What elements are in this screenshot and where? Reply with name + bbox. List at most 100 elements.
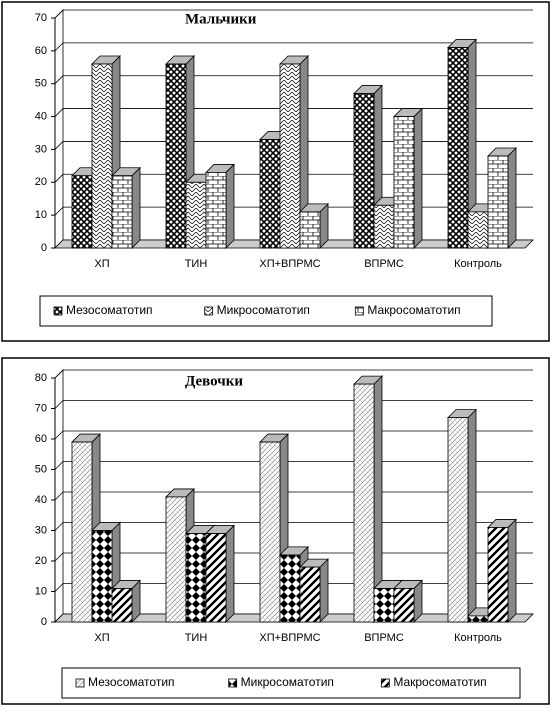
bar <box>111 588 133 623</box>
bar-side <box>413 107 423 249</box>
legend-swatch <box>380 678 390 688</box>
y-tick-label: 40 <box>35 110 47 122</box>
grid-line <box>54 491 64 501</box>
y-tick-label: 50 <box>35 463 47 475</box>
y-tick-label: 70 <box>35 402 47 414</box>
bar <box>373 204 395 249</box>
y-tick-label: 40 <box>35 494 47 506</box>
legend <box>61 667 521 699</box>
chart-frame <box>1 357 550 705</box>
bar <box>373 588 395 623</box>
x-tick-label: ХП+ВПРМС <box>259 258 320 270</box>
legend-label: Макросоматотип <box>367 303 460 317</box>
grid-line <box>54 75 64 84</box>
bar-side <box>131 166 141 249</box>
y-tick-label: 60 <box>35 45 47 57</box>
bar <box>91 63 113 249</box>
bar <box>71 175 93 249</box>
back-wall <box>54 9 64 249</box>
bar <box>91 530 113 623</box>
grid-line <box>54 206 64 216</box>
x-tick-label: ВПРМС <box>364 632 404 644</box>
bar <box>487 527 509 623</box>
x-tick-label: ХП <box>94 258 109 270</box>
y-tick-label: 0 <box>41 242 47 254</box>
legend-label: Макросоматотип <box>393 675 486 689</box>
grid-line <box>54 583 64 592</box>
grid-line <box>54 141 64 150</box>
bar-side <box>507 518 517 623</box>
bar <box>71 441 93 623</box>
chart-title: Девочки <box>185 373 243 389</box>
legend-swatch <box>228 678 238 688</box>
x-tick-label: ТИН <box>185 632 208 644</box>
bar-side <box>507 147 517 249</box>
grid-line <box>54 522 64 531</box>
y-tick-label: 30 <box>35 143 47 155</box>
bar <box>205 533 227 623</box>
legend-swatch <box>53 306 63 316</box>
y-tick-label: 70 <box>35 12 47 24</box>
bar <box>185 533 207 623</box>
legend-label: Мезосоматотип <box>88 675 175 689</box>
grid-line <box>54 369 64 379</box>
y-tick-label: 60 <box>35 433 47 445</box>
legend-label: Микросоматотип <box>241 675 334 689</box>
grid-line <box>54 9 64 19</box>
bar-side <box>225 524 235 623</box>
legend <box>39 295 493 327</box>
grid-line <box>54 174 64 183</box>
grid-line <box>54 461 64 470</box>
grid-line <box>54 400 64 409</box>
x-tick-label: ХП <box>94 632 109 644</box>
grid-line <box>54 552 64 562</box>
grid-line <box>54 108 64 117</box>
bar <box>393 588 415 623</box>
legend-swatch <box>354 306 364 316</box>
bar <box>111 175 133 249</box>
y-tick-label: 80 <box>35 372 47 384</box>
y-tick-label: 50 <box>35 78 47 90</box>
bar-side <box>225 163 235 249</box>
y-tick-label: 30 <box>35 524 47 536</box>
bar <box>279 63 301 249</box>
y-tick-label: 0 <box>41 616 47 628</box>
bar <box>487 155 509 249</box>
bar <box>353 383 375 623</box>
legend-label: Мезосоматотип <box>66 303 153 317</box>
legend-swatch <box>204 306 214 316</box>
y-tick-label: 20 <box>35 176 47 188</box>
y-tick-label: 10 <box>35 585 47 597</box>
bar <box>353 93 375 249</box>
bar-side <box>467 408 477 623</box>
y-tick-label: 20 <box>35 555 47 567</box>
bar <box>205 172 227 249</box>
bar <box>299 211 321 249</box>
y-tick-label: 10 <box>35 209 47 221</box>
x-tick-label: ХП+ВПРМС <box>259 632 320 644</box>
bar <box>279 554 301 623</box>
bar <box>467 211 489 249</box>
bar <box>447 417 469 623</box>
bar <box>467 615 489 623</box>
bar <box>259 139 281 249</box>
legend-swatch <box>75 678 85 688</box>
chart-title: Мальчики <box>185 11 257 27</box>
x-tick-label: Контроль <box>454 632 502 644</box>
bar <box>185 181 207 249</box>
grid-line <box>54 42 64 52</box>
x-tick-label: ВПРМС <box>364 258 404 270</box>
bar <box>393 116 415 249</box>
legend-label: Микросоматотип <box>217 303 310 317</box>
chart-frame <box>1 1 550 342</box>
bar <box>299 566 321 623</box>
bar <box>165 496 187 623</box>
grid-line <box>54 430 64 440</box>
x-tick-label: Контроль <box>454 258 502 270</box>
bar <box>447 47 469 249</box>
bar-side <box>319 558 329 623</box>
bar <box>259 441 281 623</box>
x-tick-label: ТИН <box>185 258 208 270</box>
bar <box>165 63 187 249</box>
